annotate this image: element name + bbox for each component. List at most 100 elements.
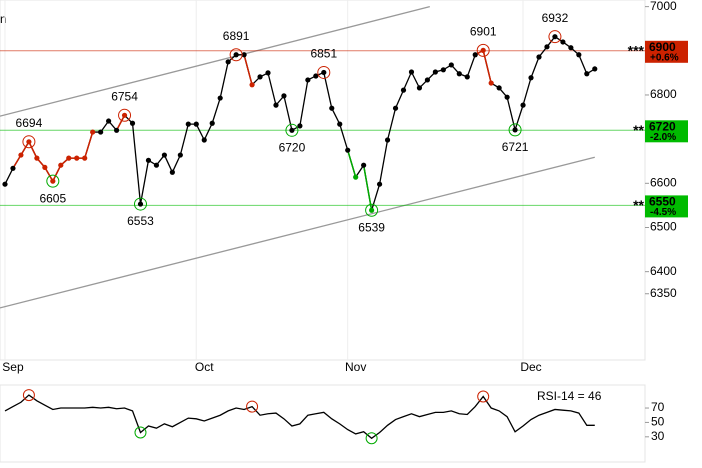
level-badge [645,195,688,218]
point [98,129,104,135]
point [297,123,303,129]
peak-marker [118,108,132,122]
rsi-label: RSI-14 = 46 [537,389,602,403]
point [424,77,431,83]
peak-label: 6605 [39,191,66,205]
point [34,155,40,161]
point [536,54,542,60]
point [313,73,319,79]
point [177,152,183,158]
point [376,181,383,187]
peak-label: 6891 [223,29,250,43]
point [448,62,454,68]
level-value: 6550 [649,195,676,209]
level-value: 6720 [649,119,676,133]
rsi-peak-marker [365,432,378,445]
peak-label: 6932 [542,11,569,25]
point [225,59,231,65]
point [106,118,112,124]
point [185,121,191,127]
rsi-peak-marker [246,400,259,413]
point [121,112,128,118]
point [209,120,215,126]
point [496,85,502,91]
level-change: +0.6% [650,52,679,63]
peak-label: 6539 [358,220,385,234]
point [273,102,279,108]
point [26,139,32,145]
level-stars: ** [633,197,644,213]
rsi-tick-label: 30 [651,429,665,443]
peak-label: 6720 [279,140,306,154]
point [488,80,494,86]
point [552,34,558,40]
x-tick-label: Dec [520,360,541,374]
level-badge [645,120,688,143]
rsi-peak-marker [134,426,147,439]
y-tick-label: 6500 [650,220,677,234]
point [472,52,478,58]
point [161,152,167,158]
point [432,69,438,75]
point [361,162,367,168]
peak-marker [285,123,299,137]
point [528,75,534,81]
peak-label: 6553 [127,214,154,228]
point [82,155,88,161]
point [504,94,510,100]
y-tick-label: 6800 [650,87,677,101]
peak-label: 6901 [470,25,497,39]
point [58,162,64,168]
y-tick-label: 6600 [650,175,677,189]
point [392,105,399,111]
point [408,69,415,75]
point [257,74,263,80]
highlight-segment [243,54,253,86]
point [384,137,391,143]
peak-marker [548,30,562,44]
peak-marker [365,203,379,217]
point [560,39,566,45]
level-stars: ** [633,122,644,138]
rsi-panel [0,384,646,463]
point [66,155,72,161]
rsi-peak-marker [22,389,35,402]
point [576,52,582,58]
point [369,207,375,213]
point [464,74,470,80]
highlight-segment [362,165,373,211]
point [113,127,120,133]
price-panel [0,0,646,361]
point [353,174,359,180]
peak-marker [476,43,490,57]
point [201,137,207,143]
level-badge [645,40,688,63]
chart-title: n [0,12,7,26]
point [42,164,48,171]
point [440,67,446,73]
rsi-peak-marker [477,390,490,403]
point [193,121,199,127]
point [249,82,255,88]
point [329,105,335,111]
point [18,152,24,158]
point [337,121,343,127]
highlight-segment [83,131,94,159]
point [568,45,574,51]
peak-marker [317,65,331,79]
point [265,70,271,76]
trendline [0,5,430,117]
peak-marker [508,123,522,137]
highlight-segment [115,114,126,131]
highlight-segment [346,149,357,178]
peak-marker [229,48,243,62]
point [592,66,598,72]
point [512,127,518,133]
point [169,169,175,175]
rsi-tick-label: 50 [651,415,665,429]
highlight-segment [52,164,62,182]
point [2,181,8,187]
point [137,201,144,207]
peak-label: 6721 [502,140,529,154]
